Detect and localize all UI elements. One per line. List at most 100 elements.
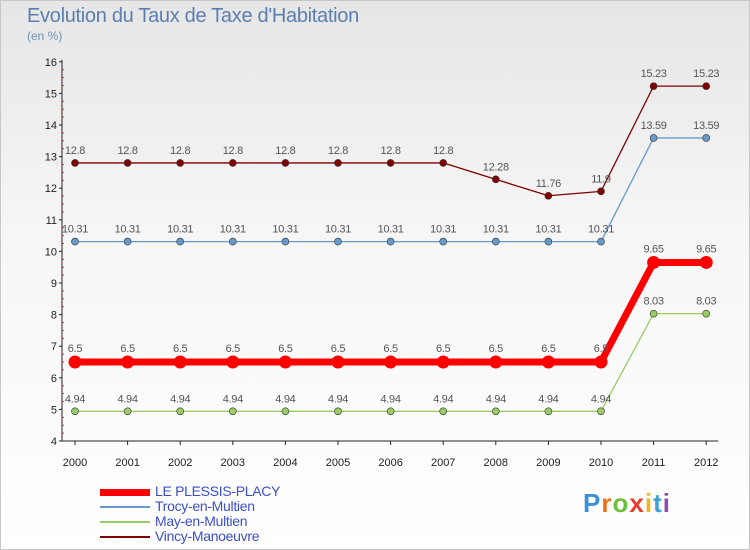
x-tick-label: 2005: [326, 457, 350, 469]
data-label: 12.28: [483, 161, 509, 173]
data-label: 9.65: [643, 243, 663, 255]
data-point: [647, 255, 661, 269]
data-point: [489, 355, 503, 369]
data-point: [649, 82, 658, 90]
legend-item: May-en-Multien: [100, 513, 300, 529]
proxiti-logo: Proxiti: [583, 488, 671, 519]
logo-letter: r: [601, 488, 613, 518]
data-label: 12.8: [275, 145, 295, 157]
data-point: [702, 82, 711, 90]
data-point: [334, 237, 342, 246]
x-tick-label: 2010: [589, 457, 613, 469]
data-point: [331, 355, 345, 369]
legend-label: Vincy-Manoeuvre: [155, 528, 260, 544]
x-tick-label: 2004: [273, 457, 297, 469]
data-point: [597, 407, 605, 416]
data-point: [334, 407, 342, 416]
data-label: 6.5: [173, 343, 188, 355]
data-label: 4.94: [223, 393, 243, 405]
y-tick-label: 9: [51, 278, 57, 290]
data-label: 4.94: [275, 393, 295, 405]
data-label: 4.94: [65, 393, 85, 405]
logo-letter: x: [629, 488, 645, 518]
data-point: [386, 159, 395, 167]
data-label: 6.5: [436, 343, 451, 355]
data-label: 6.5: [489, 343, 504, 355]
series-0: [68, 255, 713, 369]
data-label: 4.94: [433, 393, 453, 405]
x-tick-label: 2009: [536, 457, 560, 469]
y-tick-label: 4: [51, 436, 57, 448]
data-point: [386, 237, 395, 246]
x-tick-label: 2008: [484, 457, 508, 469]
data-label: 10.31: [325, 224, 351, 236]
data-point: [541, 355, 555, 369]
y-tick-label: 8: [51, 310, 57, 322]
logo-letter: i: [644, 488, 654, 518]
chart-subtitle: (en %): [27, 29, 63, 43]
legend-item: LE PLESSIS-PLACY: [100, 483, 300, 499]
y-tick-label: 12: [45, 183, 57, 195]
series-1: [71, 134, 711, 246]
data-point: [278, 355, 292, 369]
data-point: [229, 407, 237, 416]
data-label: 12.8: [433, 145, 453, 157]
data-label: 8.03: [643, 296, 663, 308]
data-label: 6.5: [278, 343, 293, 355]
data-point: [699, 255, 713, 269]
data-label: 6.5: [226, 343, 241, 355]
data-point: [71, 237, 79, 246]
data-point: [123, 237, 132, 246]
data-label: 12.8: [65, 145, 85, 157]
data-point: [649, 309, 658, 318]
data-point: [439, 237, 448, 246]
logo-letter: o: [612, 488, 630, 518]
data-point: [491, 175, 500, 184]
logo-letter: t: [653, 488, 663, 518]
data-point: [702, 134, 711, 142]
series-lines: [68, 82, 713, 416]
data-label: 12.8: [170, 145, 190, 157]
data-label: 4.94: [170, 393, 190, 405]
data-label: 4.94: [538, 393, 558, 405]
data-label: 4.94: [380, 393, 400, 405]
data-label: 12.8: [328, 145, 348, 157]
x-tick-label: 2003: [221, 457, 245, 469]
data-label: 6.5: [120, 343, 135, 355]
data-point: [176, 159, 184, 167]
data-label: 12.8: [380, 145, 400, 157]
y-tick-label: 6: [51, 373, 57, 385]
x-tick-label: 2011: [642, 457, 666, 469]
data-point: [597, 237, 605, 246]
data-point: [229, 159, 237, 167]
data-point: [436, 355, 450, 369]
series-2: [71, 309, 711, 416]
data-label: 9.65: [696, 243, 716, 255]
legend-label: May-en-Multien: [155, 513, 248, 529]
data-point: [649, 134, 658, 142]
data-label: 6.5: [383, 343, 398, 355]
data-point: [544, 191, 553, 200]
data-point: [702, 309, 711, 318]
data-label: 6.5: [541, 343, 556, 355]
legend-item: Vincy-Manoeuvre: [100, 528, 300, 544]
data-point: [68, 355, 82, 369]
data-label: 6.5: [594, 343, 609, 355]
legend-label: Trocy-en-Multien: [155, 498, 255, 514]
data-point: [123, 407, 132, 416]
y-tick-label: 10: [45, 246, 57, 258]
data-point: [491, 237, 500, 246]
y-tick-label: 15: [45, 88, 57, 100]
y-tick-label: 16: [45, 57, 57, 69]
data-label: 13.59: [693, 120, 719, 132]
data-label: 10.31: [220, 224, 246, 236]
data-label: 10.31: [588, 224, 614, 236]
data-label: 4.94: [486, 393, 506, 405]
data-point: [176, 237, 184, 246]
data-label: 10.31: [115, 224, 141, 236]
data-point: [71, 407, 79, 416]
data-point: [594, 355, 608, 369]
data-point: [544, 237, 553, 246]
